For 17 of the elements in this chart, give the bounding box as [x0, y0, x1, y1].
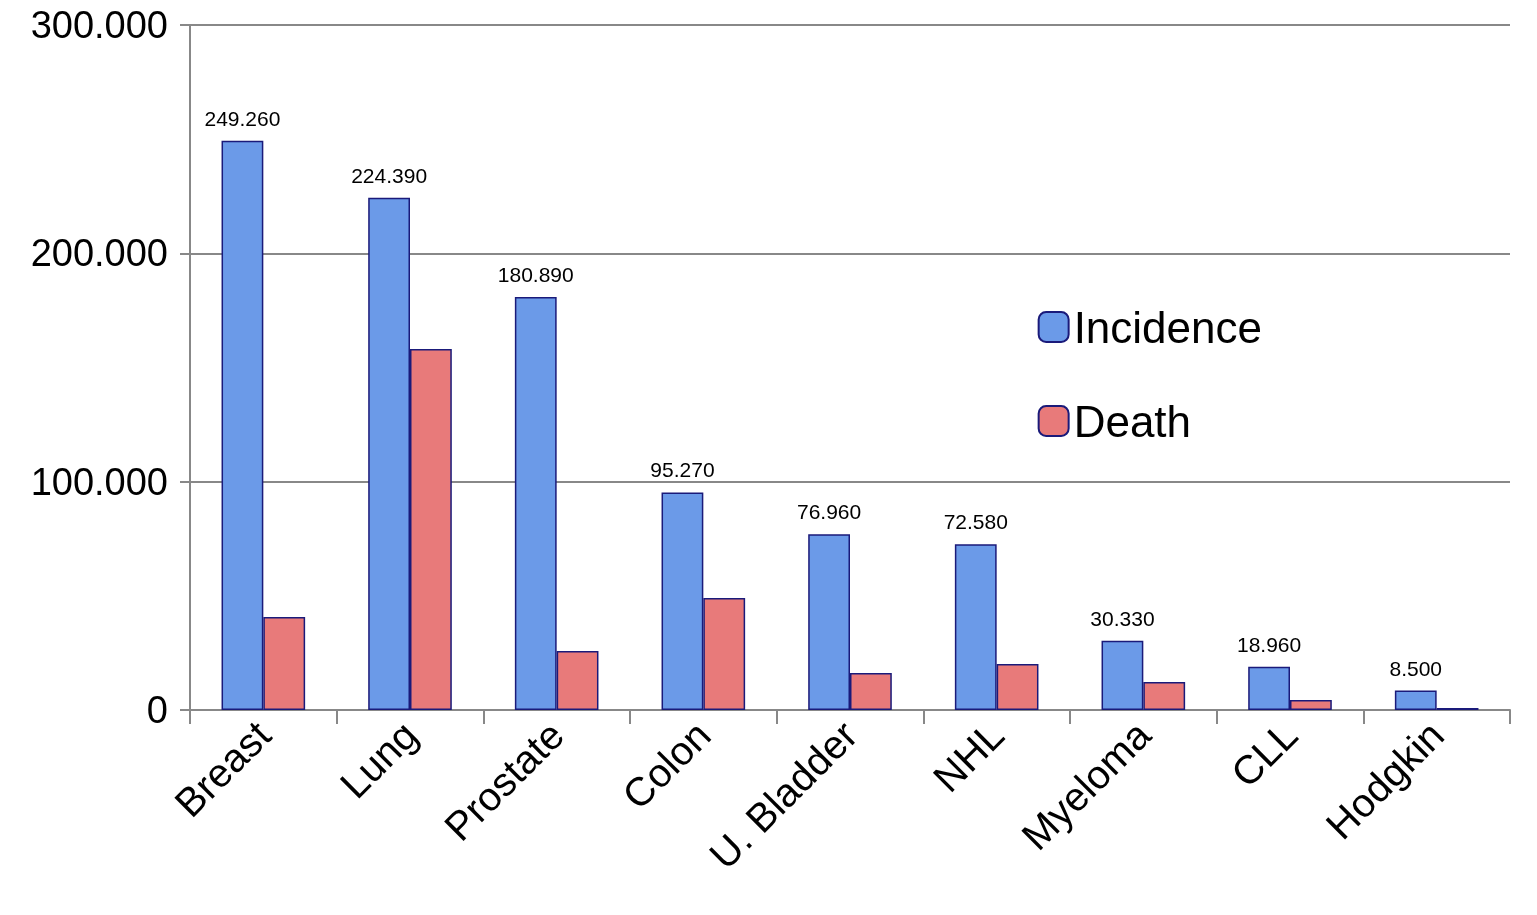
y-tick-label: 100.000	[30, 460, 168, 503]
y-tick-label: 0	[146, 689, 168, 731]
data-label: 76.960	[796, 500, 862, 524]
y-tick-label: 300.000	[30, 4, 168, 46]
data-label: 249.260	[204, 106, 281, 130]
data-label: 18.960	[1236, 632, 1302, 656]
legend-label: Incidence	[1073, 302, 1263, 352]
data-label: 224.390	[351, 163, 428, 187]
data-label: 72.580	[943, 510, 1008, 534]
x-tick-label: NHL	[924, 712, 1013, 801]
data-label: 8.500	[1389, 656, 1443, 680]
legend-label: Death	[1073, 396, 1192, 446]
y-tick-label: 200.000	[30, 232, 168, 275]
data-label: 95.270	[650, 458, 715, 482]
data-label: 30.330	[1090, 606, 1155, 630]
x-tick-label: CLL	[1222, 712, 1306, 796]
data-label: 180.890	[497, 262, 574, 286]
